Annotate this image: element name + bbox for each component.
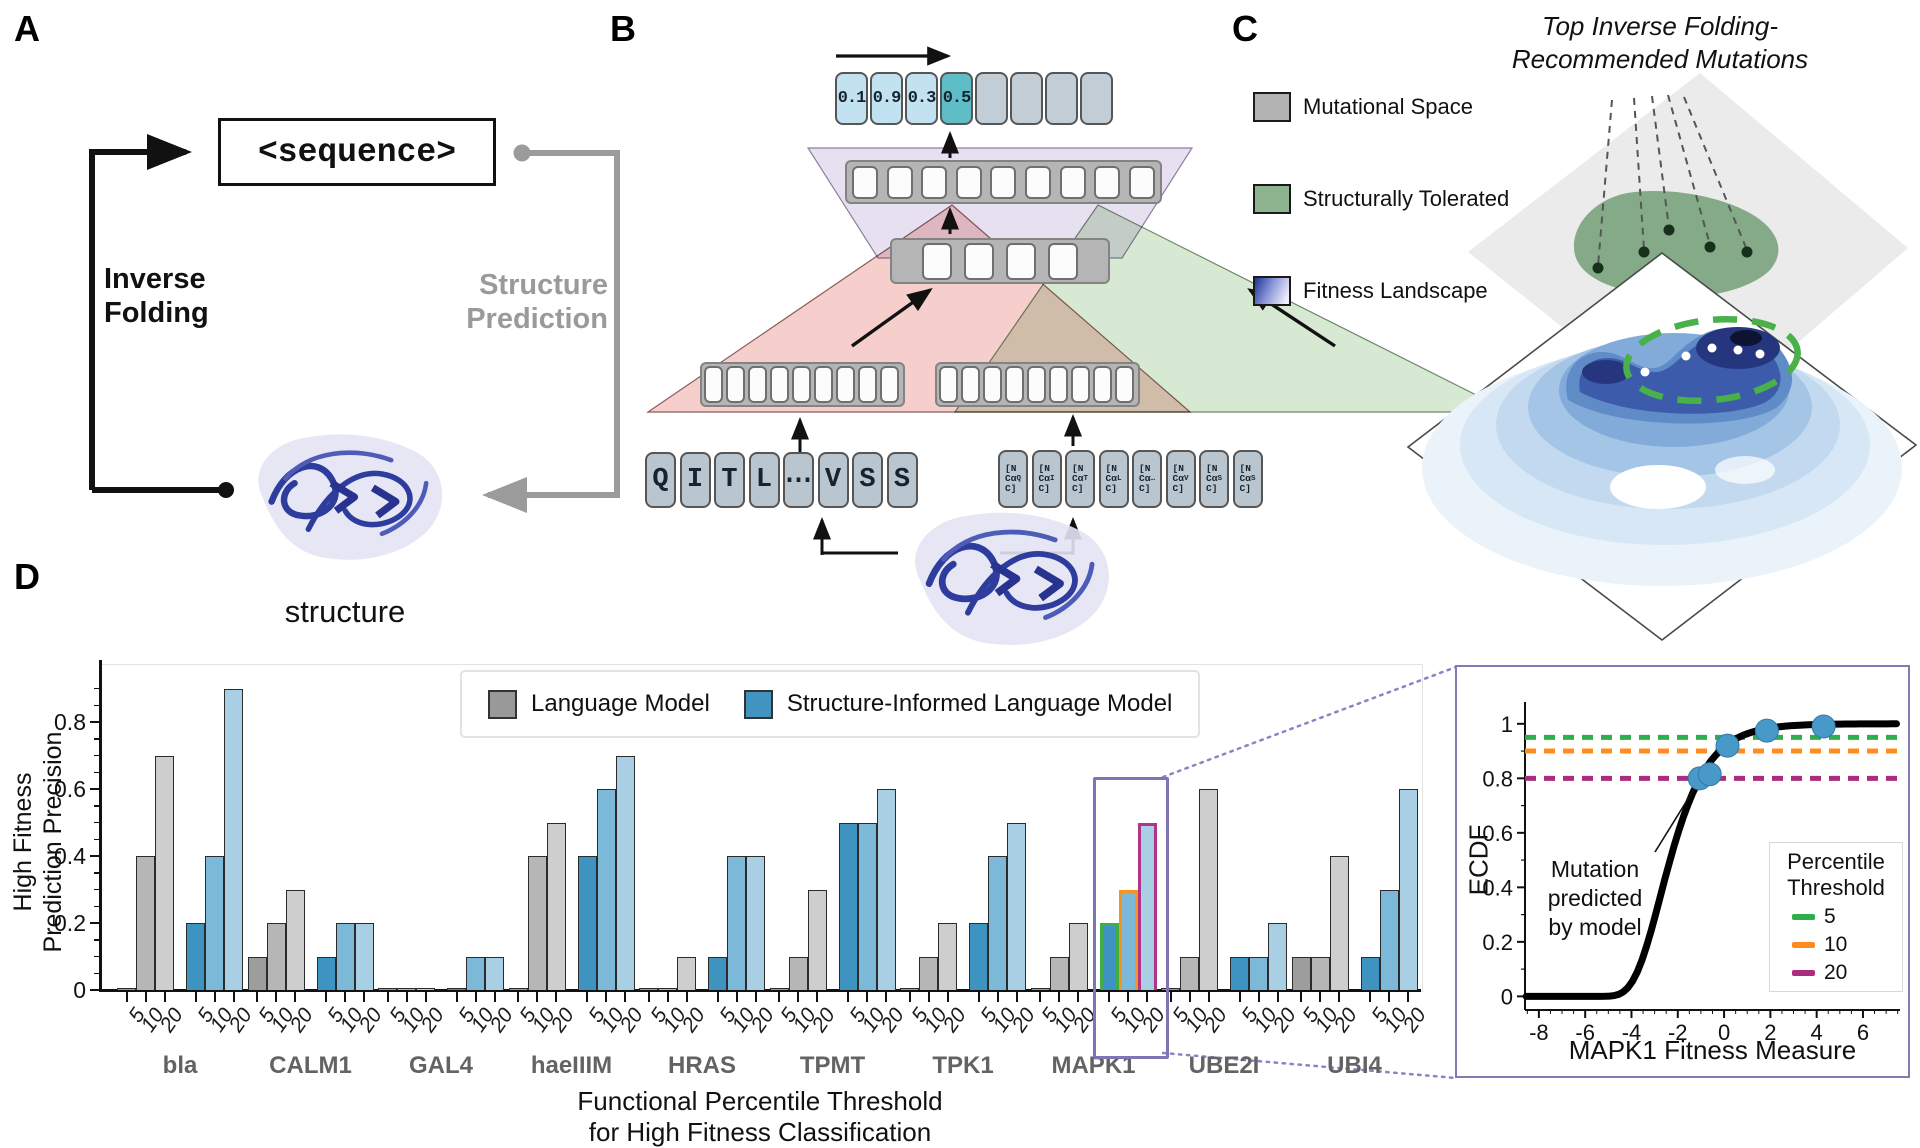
threshold-dash-swatch xyxy=(1792,969,1815,976)
predicted-mutation-dot xyxy=(1715,733,1740,758)
inset-legend: Percentile Threshold 5 10 20 xyxy=(1769,842,1903,992)
inset-x-tick-label: 6 xyxy=(1857,1020,1869,1045)
structure-prediction-arrow xyxy=(482,144,620,513)
fitness-landscape-3d xyxy=(1406,251,1918,642)
threshold-value: 20 xyxy=(1824,961,1848,984)
inset-x-label: MAPK1 Fitness Measure xyxy=(1568,1035,1857,1065)
inset-y-tick-label: 0 xyxy=(1501,984,1513,1009)
inset-y-label: ECDF xyxy=(1463,824,1494,896)
predicted-mutation-dot xyxy=(1697,762,1722,787)
encoder-funnels xyxy=(646,147,1511,413)
ecdf-plot: 0 0.2 0.4 0.6 0.8 1 -8 -6 -4 -2 0 2 4 6 xyxy=(1482,702,1900,1045)
inset-connector-lines xyxy=(1161,665,1458,1080)
inset-y-tick-label: 1 xyxy=(1501,712,1513,737)
inset-y-tick-label: 0.4 xyxy=(1482,875,1513,900)
inset-y-tick-label: 0.6 xyxy=(1482,821,1513,846)
inset-x-tick-label: 2 xyxy=(1764,1020,1776,1045)
inset-legend-item-10: 10 xyxy=(1778,932,1894,957)
tolerated-region-ring xyxy=(1623,315,1801,405)
inset-x-tick-label: 4 xyxy=(1811,1020,1823,1045)
inset-x-tick-label: -8 xyxy=(1529,1020,1549,1045)
protein-structure-a xyxy=(258,434,442,559)
inset-legend-item-5: 5 xyxy=(1778,904,1894,929)
inset-x-tick-label: 0 xyxy=(1718,1020,1730,1045)
mutation-pointer-dashed-lines xyxy=(1597,94,1748,267)
threshold-dash-swatch xyxy=(1792,913,1815,920)
inset-annotation: Mutation predicted by model xyxy=(1547,856,1643,940)
inset-x-tick-label: -2 xyxy=(1668,1020,1688,1045)
threshold-dash-swatch xyxy=(1792,941,1815,948)
inset-y-tick-label: 0.2 xyxy=(1482,930,1513,955)
inset-y-tick-label: 0.8 xyxy=(1482,766,1513,791)
threshold-value: 5 xyxy=(1824,905,1836,928)
inset-x-tick-label: -4 xyxy=(1622,1020,1642,1045)
threshold-value: 10 xyxy=(1824,933,1848,956)
structurally-tolerated-region xyxy=(1573,190,1779,297)
inset-x-tick-label: -6 xyxy=(1575,1020,1595,1045)
predicted-mutation-dot xyxy=(1754,718,1779,743)
inset-legend-item-20: 20 xyxy=(1778,960,1894,985)
recommended-mutation-dots xyxy=(1592,224,1753,274)
predicted-mutation-dot xyxy=(1811,714,1836,739)
annotation-pointer-line xyxy=(1654,785,1697,853)
landscape-mutation-dots xyxy=(1640,343,1765,377)
protein-structure-b xyxy=(915,513,1109,645)
sequence-encoder-arrow xyxy=(851,288,933,348)
ecdf-inset: 0 0.2 0.4 0.6 0.8 1 -8 -6 -4 -2 0 2 4 6 ECDF MAPK1 Fi… xyxy=(1455,665,1910,1078)
inverse-folding-arrow xyxy=(89,134,234,498)
